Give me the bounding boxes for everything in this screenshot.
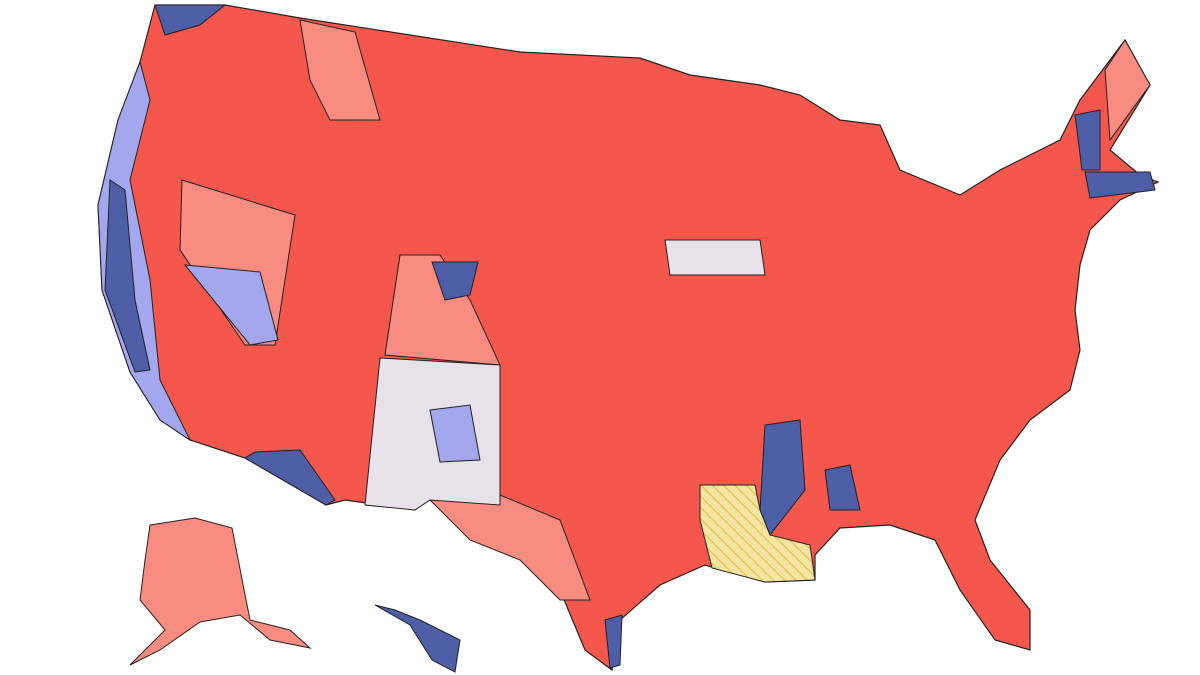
colorado-west <box>384 254 501 366</box>
south-texas <box>604 614 623 669</box>
nevada-south <box>183 264 279 346</box>
alabama <box>824 464 861 511</box>
alaska <box>129 517 312 666</box>
louisiana <box>699 484 816 583</box>
mississippi <box>759 419 806 536</box>
iowa-east <box>664 239 766 276</box>
california-coast <box>104 179 151 373</box>
maine <box>1104 39 1151 142</box>
new-mexico <box>364 357 501 511</box>
contiguous-us <box>97 4 1160 672</box>
arizona-south <box>244 449 336 506</box>
colorado-north <box>431 261 479 301</box>
west-coast <box>97 60 192 442</box>
west-texas <box>428 494 591 601</box>
vermont <box>1074 109 1101 171</box>
washington-nw <box>154 4 227 36</box>
hawaii <box>374 604 461 673</box>
montana-west <box>299 19 381 121</box>
new-mexico-center <box>429 404 481 463</box>
massachusetts <box>1084 171 1156 199</box>
